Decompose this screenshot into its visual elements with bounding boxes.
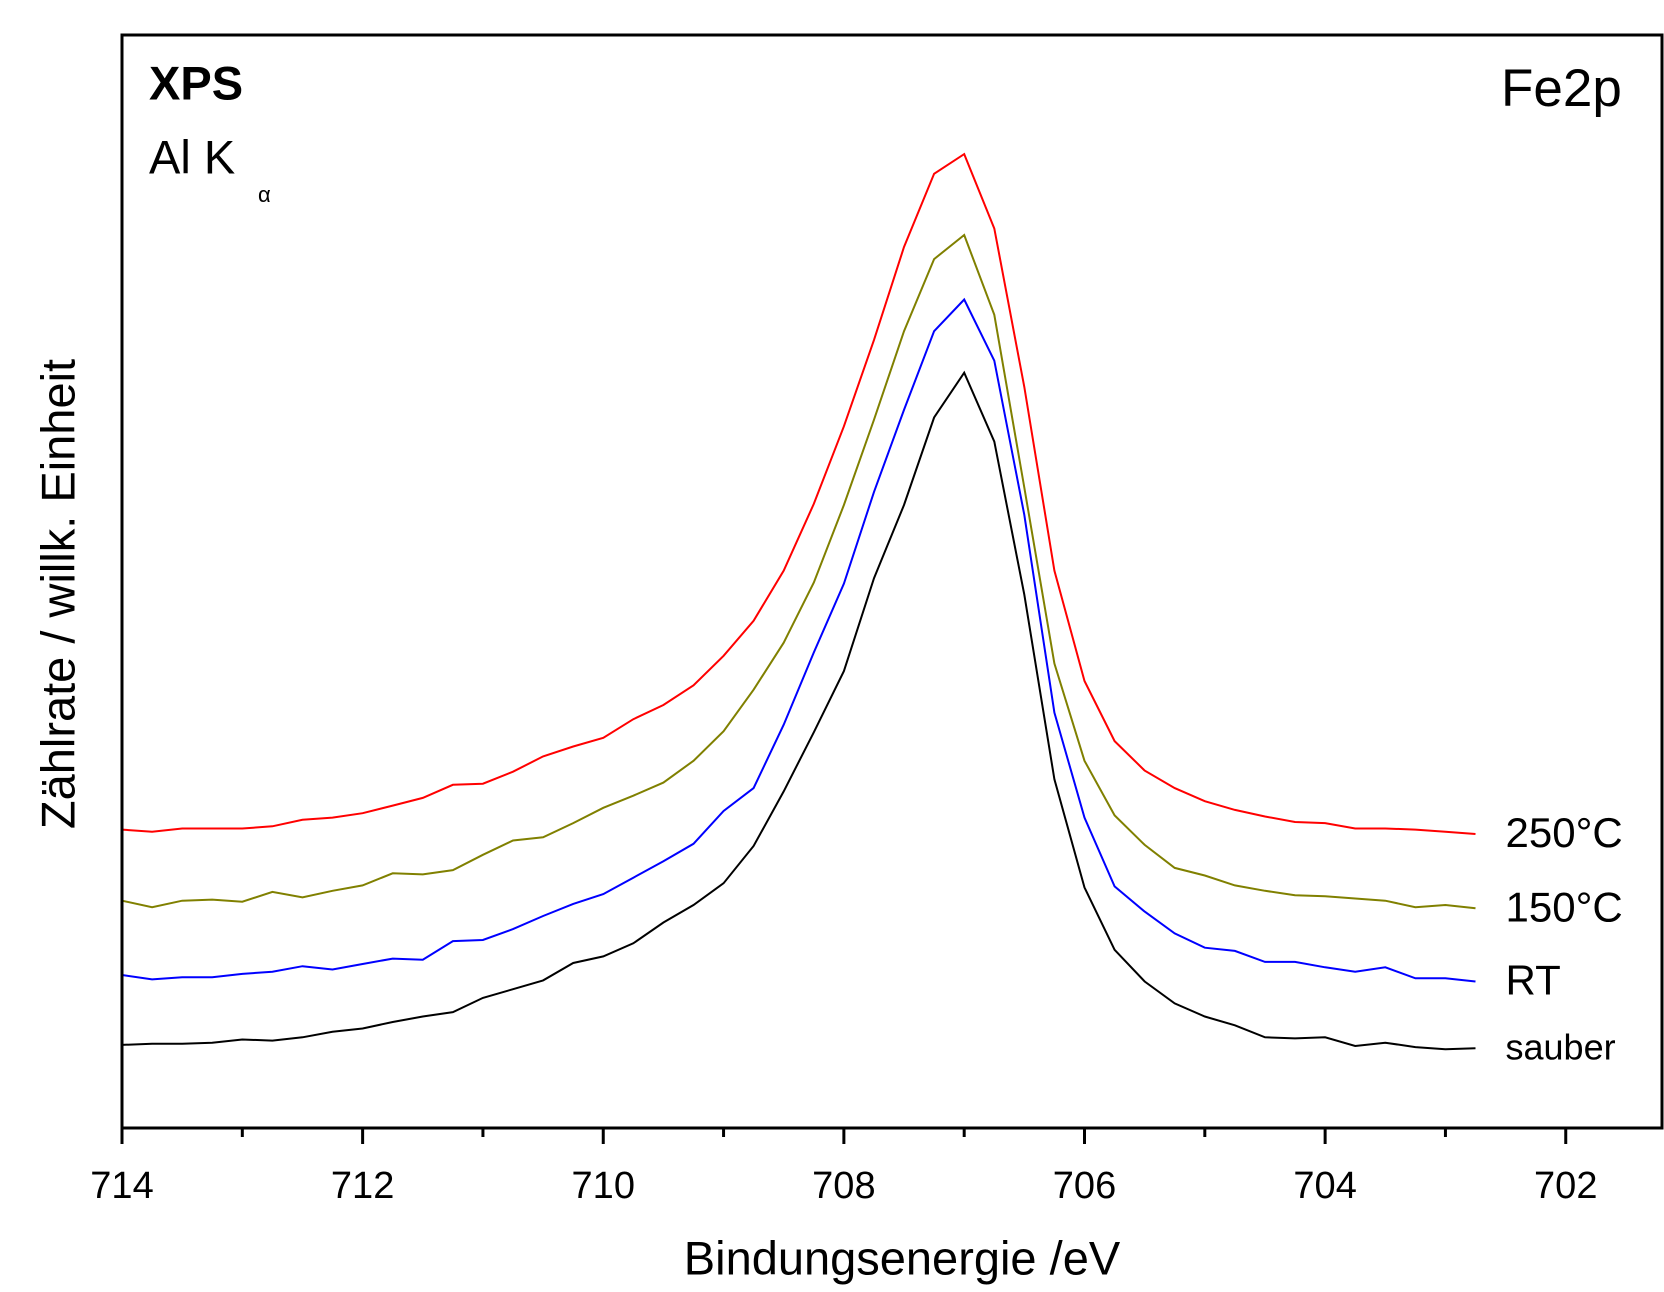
annotation: Al K xyxy=(149,130,235,183)
series-label: RT xyxy=(1506,957,1561,1004)
series-label: 250°C xyxy=(1506,809,1623,856)
x-tick-label: 714 xyxy=(90,1165,153,1207)
annotation: Fe2p xyxy=(1501,59,1622,118)
plot-frame xyxy=(120,33,1664,1130)
x-tick-label: 706 xyxy=(1053,1165,1116,1207)
series-line xyxy=(121,297,1476,983)
x-axis-label: Bindungsenergie /eV xyxy=(684,1231,1121,1284)
x-tick-label: 712 xyxy=(331,1165,394,1207)
series-label: 150°C xyxy=(1506,883,1623,930)
x-tick-label: 710 xyxy=(572,1165,635,1207)
y-axis-label: Zählrate / willk. Einheit xyxy=(31,359,84,829)
series-line xyxy=(121,152,1476,835)
annotation: α xyxy=(258,182,271,207)
x-tick-label: 702 xyxy=(1534,1165,1597,1207)
series-line xyxy=(121,233,1476,910)
series-label: sauber xyxy=(1506,1027,1616,1068)
series-line xyxy=(121,370,1476,1051)
x-tick-label: 708 xyxy=(812,1165,875,1207)
annotation: XPS xyxy=(149,56,243,109)
x-tick-label: 704 xyxy=(1293,1165,1356,1207)
